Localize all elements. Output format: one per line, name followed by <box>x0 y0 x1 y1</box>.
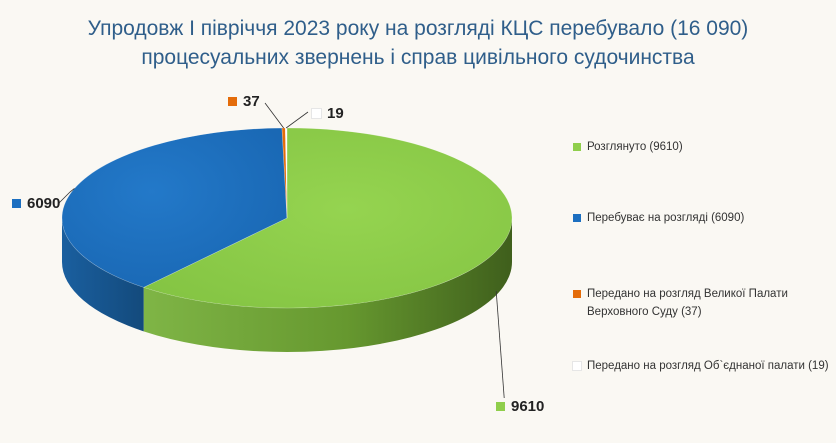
legend-swatch-orange <box>573 290 581 298</box>
chart-title-line-1: Упродовж І півріччя 2023 року на розгляд… <box>87 17 749 40</box>
pie-slices <box>61 127 513 309</box>
data-label-6090-text: 6090 <box>27 195 61 212</box>
legend-swatch-blue <box>573 214 581 222</box>
slice-considered-leader-line <box>495 291 505 399</box>
data-label-9610: 9610 <box>496 398 544 415</box>
leader-lines <box>57 102 505 399</box>
orange-swatch <box>228 97 237 106</box>
slice-grand-chamber-leader-line <box>264 102 284 129</box>
legend-item-grand-chamber: Передано на розгляд Великої Палати Верхо… <box>573 285 835 321</box>
legend-item-joint-chamber: Передано на розгляд Об`єднаної палати (1… <box>573 357 835 375</box>
legend-item-pending: Перебуває на розгляді (6090) <box>573 209 835 227</box>
data-label-9610-text: 9610 <box>511 398 545 415</box>
blue-swatch <box>12 199 21 208</box>
slice-pending-leader-line <box>57 188 75 205</box>
green-swatch <box>496 402 505 411</box>
chart-title-line-2: процесуальних звернень і справ цивільног… <box>141 46 695 69</box>
legend-item-considered: Розглянуто (9610) <box>573 138 835 156</box>
legend-label: Перебуває на розгляді (6090) <box>587 212 745 224</box>
white-swatch <box>312 109 321 118</box>
slice-joint-chamber-leader-line <box>285 111 309 129</box>
legend-label: Передано на розгляд Великої Палати Верхо… <box>587 288 788 318</box>
data-label-19-text: 19 <box>327 105 344 122</box>
data-label-19: 19 <box>312 105 344 122</box>
slice-pending-side <box>62 218 144 332</box>
legend-label: Розглянуто (9610) <box>587 141 683 153</box>
data-label-6090: 6090 <box>12 195 60 212</box>
legend-swatch-white <box>573 362 581 370</box>
slice-joint-chamber <box>284 127 288 219</box>
pie-sides <box>62 218 512 352</box>
data-label-37: 37 <box>228 93 260 110</box>
slice-considered <box>142 127 513 309</box>
legend-label: Передано на розгляд Об`єднаної палати (1… <box>587 360 829 372</box>
data-label-37-text: 37 <box>243 93 260 110</box>
chart-title: Упродовж І півріччя 2023 року на розгляд… <box>40 14 796 72</box>
chart-legend: Розглянуто (9610) Перебуває на розгляді … <box>573 0 833 443</box>
slice-considered-side <box>143 218 512 352</box>
legend-swatch-green <box>573 143 581 151</box>
